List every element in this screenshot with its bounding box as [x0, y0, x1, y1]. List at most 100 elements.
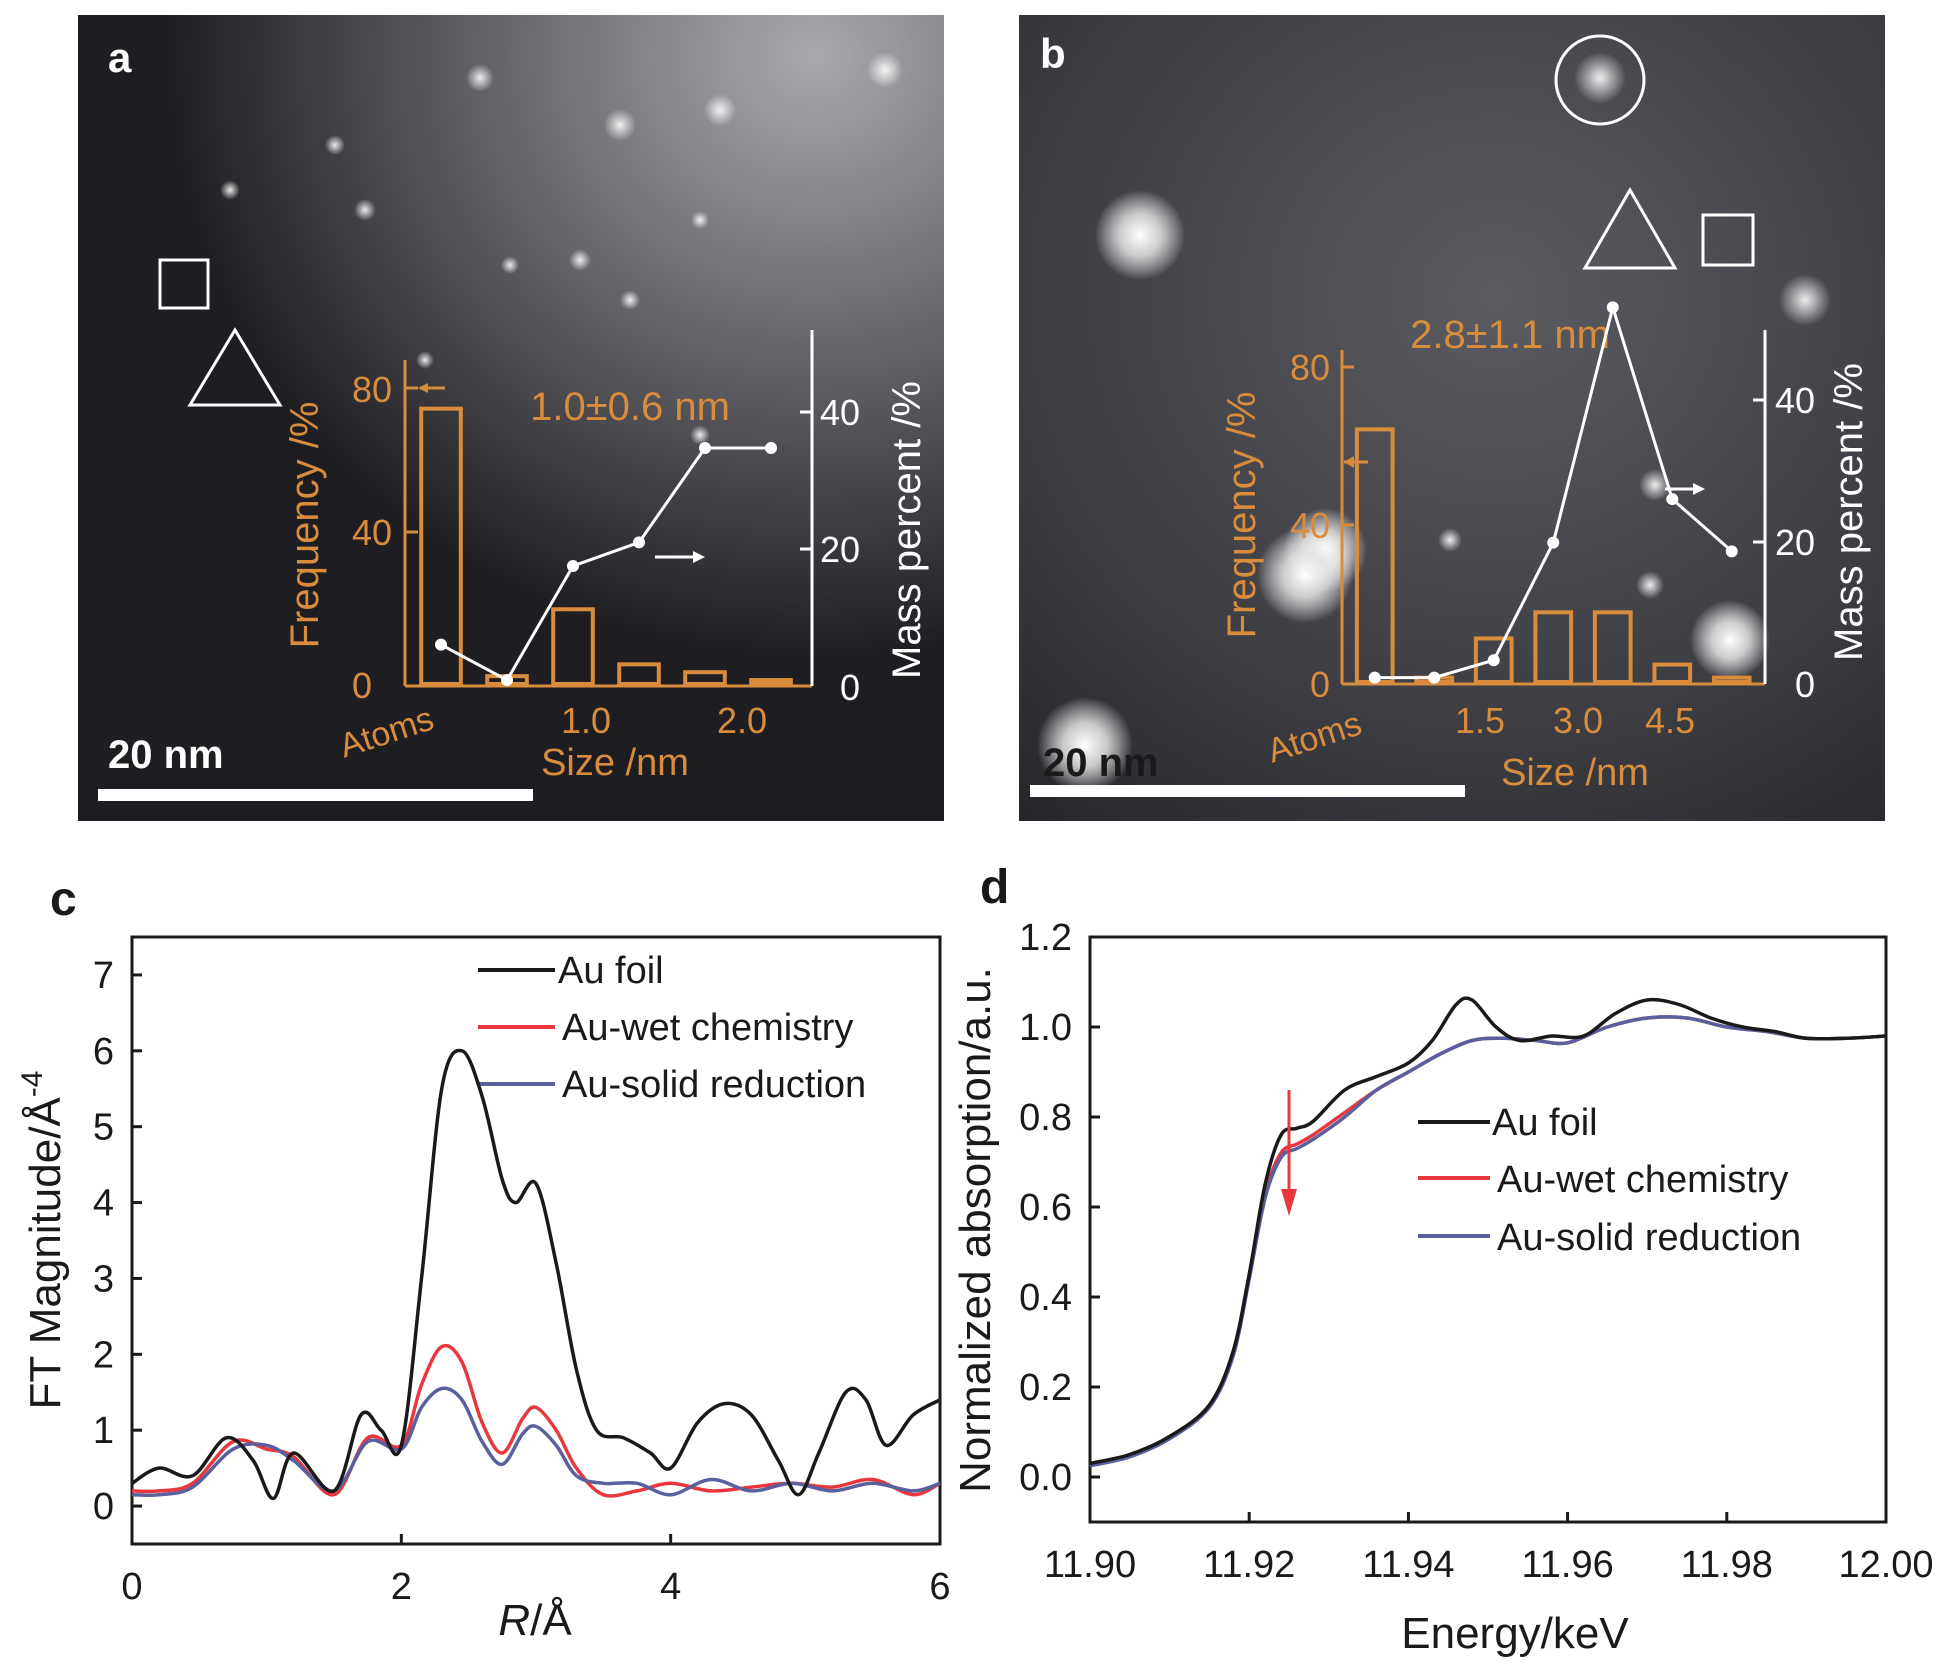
- y-tick-label: 4: [93, 1183, 114, 1225]
- x-axis-label: Energy/keV: [1401, 1609, 1629, 1658]
- mass-percent-point: [1606, 301, 1619, 314]
- y2-axis-label: Mass percent /%: [1827, 363, 1871, 661]
- panel-c-chart: c R/Å FT Magnitude/Å-4 Au foil Au-wet ch…: [16, 873, 951, 1645]
- frequency-bar: [683, 670, 727, 687]
- x-tick-label: 11.98: [1681, 1544, 1773, 1586]
- arrowhead: [693, 551, 705, 563]
- y-tick-label: 0.2: [1019, 1367, 1072, 1409]
- arrowhead: [418, 383, 428, 393]
- particle: [867, 52, 903, 88]
- mass-percent-point: [501, 674, 513, 687]
- panel-b: b 20 nm 0 40 80 0 20 40 1.5 3.0 4.5 Atom…: [1019, 15, 1885, 821]
- frequency-bar: [419, 406, 463, 686]
- x-tick-label: 3.0: [1553, 700, 1603, 741]
- y-tick-label: 3: [93, 1258, 114, 1300]
- x-tick-label: 11.90: [1044, 1544, 1136, 1586]
- mass-percent-point: [1547, 536, 1560, 549]
- y-tick-label: 1.2: [1019, 917, 1072, 959]
- x-tick-label: 1.0: [561, 700, 611, 741]
- y-tick-label: 40: [1290, 505, 1330, 546]
- y-tick-label: 0.8: [1019, 1097, 1072, 1139]
- x-tick-label: 2: [391, 1566, 412, 1608]
- frequency-bar: [1652, 662, 1693, 684]
- arrowhead: [1344, 456, 1354, 468]
- legend-label-au-solid: Au-solid reduction: [562, 1064, 866, 1106]
- mass-percent-line: [440, 446, 771, 683]
- particle: [1037, 697, 1133, 793]
- mass-percent-point: [1368, 671, 1381, 684]
- mass-percent-point: [1428, 671, 1441, 684]
- frequency-bar: [551, 607, 595, 686]
- arrowhead: [1693, 483, 1705, 495]
- particle: [501, 256, 519, 274]
- particle: [466, 64, 494, 92]
- y2-tick-label: 40: [820, 392, 860, 433]
- particle: [1636, 571, 1664, 599]
- legend-label-au-foil: Au foil: [558, 950, 664, 992]
- y-tick-label: 80: [352, 369, 392, 410]
- x-tick-label: 11.94: [1362, 1544, 1454, 1586]
- mass-percent-point: [435, 638, 447, 651]
- scale-bar-label-b: 20 nm: [1043, 741, 1159, 785]
- triangle-marker: [187, 327, 283, 407]
- particle: [1639, 469, 1671, 501]
- mass-percent-point: [567, 560, 579, 572]
- y-tick-label: 1: [93, 1410, 114, 1452]
- mass-percent-point: [699, 442, 711, 454]
- panel-label-a: a: [108, 34, 132, 81]
- particle: [1574, 52, 1626, 104]
- x-tick-label: 1.5: [1455, 700, 1505, 741]
- size-annotation: 2.8±1.1 nm: [1410, 313, 1610, 357]
- y-tick-label: 1.0: [1019, 1007, 1072, 1049]
- frequency-bar: [1473, 636, 1514, 685]
- legend: Au foil Au-wet chemistry Au-solid reduct…: [478, 950, 866, 1106]
- y-tick-label: 80: [1290, 347, 1330, 388]
- x-tick-label: 11.96: [1521, 1544, 1613, 1586]
- particle: [325, 135, 345, 155]
- panel-d-chart: d Energy/keV Normalized absorption/a.u. …: [951, 861, 1934, 1658]
- mass-percent-point: [1487, 654, 1500, 667]
- y-tick-label: 0: [352, 665, 372, 706]
- y-tick-label: 7: [93, 955, 114, 997]
- particle: [604, 109, 636, 141]
- particle: [1438, 528, 1462, 552]
- frequency-bar: [1592, 610, 1633, 684]
- frequency-bar: [617, 662, 661, 686]
- particles-b: [1037, 52, 1831, 793]
- panel-label-b: b: [1040, 30, 1066, 77]
- stem-image-b: [1019, 15, 1885, 821]
- frequency-bar: [1533, 610, 1574, 684]
- scale-bar-b: [1030, 785, 1465, 797]
- mass-percent-point: [633, 536, 645, 549]
- x-tick-label: 4: [660, 1566, 681, 1608]
- y-tick-label: 0: [1310, 664, 1330, 705]
- stem-image-a: [78, 15, 944, 821]
- x-axis-label: Size /nm: [1501, 752, 1649, 794]
- x-tick-label: 2.0: [717, 700, 767, 741]
- y2-tick-label: 0: [1795, 664, 1815, 705]
- y-axis-label: Normalized absorption/a.u.: [951, 967, 1000, 1493]
- particle: [1257, 527, 1353, 623]
- particle: [690, 425, 710, 445]
- legend-label-au-solid: Au-solid reduction: [1497, 1217, 1801, 1259]
- y2-tick-label: 20: [1775, 522, 1815, 563]
- particle: [704, 94, 736, 126]
- y-axis-label: Frequency /%: [1220, 392, 1264, 639]
- square-marker: [1701, 213, 1755, 267]
- series-line-au-solid-reduction: [131, 1386, 941, 1497]
- legend-label-au-wet: Au-wet chemistry: [1497, 1159, 1788, 1201]
- edge-arrow-head: [1281, 1189, 1297, 1216]
- plot-frame: [130, 935, 942, 1546]
- panel-label-c: c: [50, 873, 77, 926]
- scale-bar-label-a: 20 nm: [108, 733, 224, 777]
- panel-a: a 20 nm 0 40 80 0 20 40 1.0 2.0 Atoms Si…: [78, 15, 944, 821]
- y2-tick-label: 0: [840, 667, 860, 708]
- frequency-bar: [1711, 675, 1752, 685]
- x-tick-label: 4.5: [1645, 700, 1695, 741]
- y-axis-label: Frequency /%: [283, 402, 327, 649]
- y-tick-label: 2: [93, 1334, 114, 1376]
- frequency-bar: [749, 678, 793, 686]
- mass-percent-point: [1666, 493, 1679, 506]
- y2-tick-label: 40: [1775, 380, 1815, 421]
